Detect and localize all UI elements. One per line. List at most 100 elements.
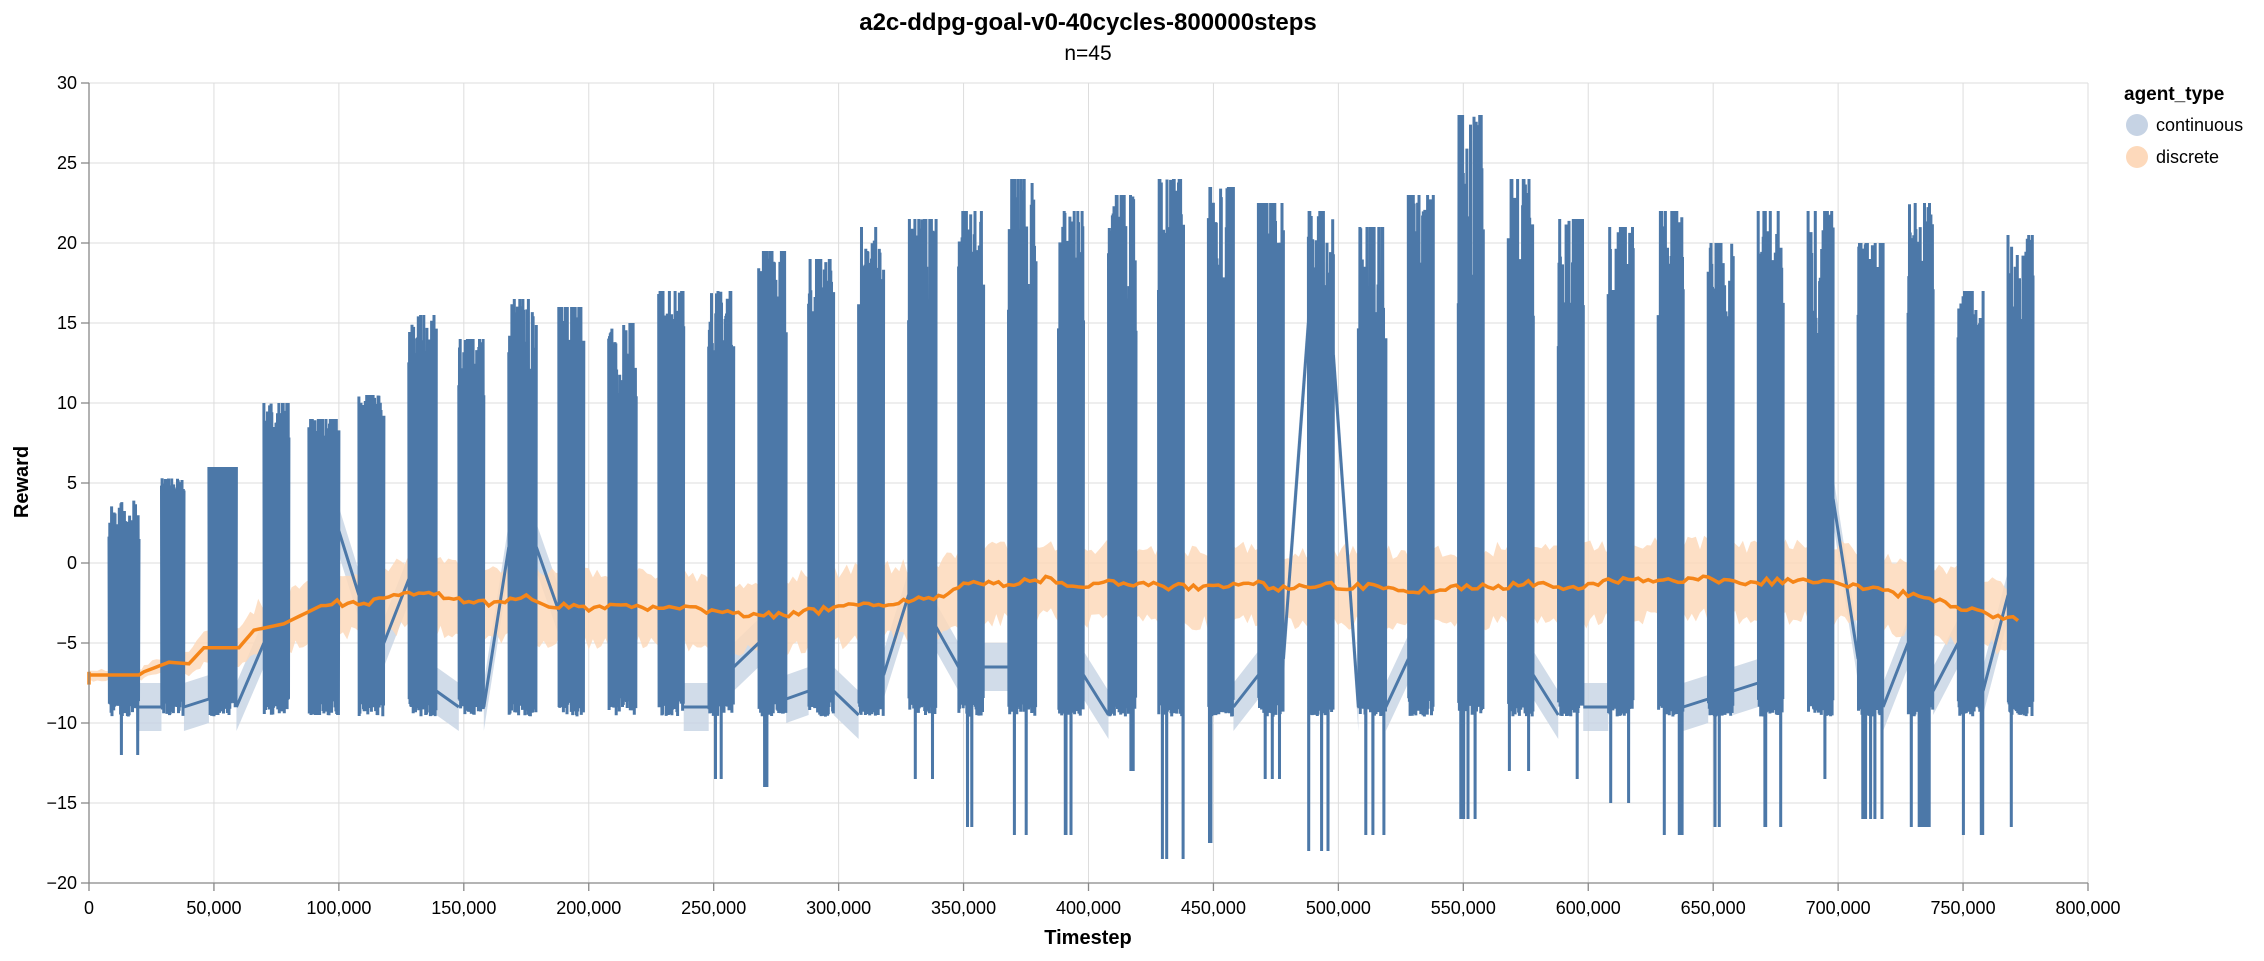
continuous-burst <box>457 338 486 715</box>
continuous-burst <box>1157 178 1185 860</box>
continuous-burst <box>757 250 788 788</box>
y-tick-label: −10 <box>46 713 77 733</box>
y-tick-label: 25 <box>57 153 77 173</box>
continuous-burst <box>907 218 938 780</box>
continuous-burst <box>707 290 736 780</box>
continuous-burst <box>557 306 586 717</box>
legend-swatch-discrete <box>2126 146 2148 168</box>
continuous-connector <box>785 689 810 701</box>
discrete-mean-line <box>89 574 2020 677</box>
continuous-burst <box>262 402 291 715</box>
y-tick-label: −20 <box>46 873 77 893</box>
y-tick-label: 30 <box>57 73 77 93</box>
continuous-burst <box>357 394 386 717</box>
x-tick-label: 100,000 <box>306 898 371 918</box>
y-tick-label: 20 <box>57 233 77 253</box>
x-tick-label: 750,000 <box>1931 898 1996 918</box>
continuous-connector <box>183 697 210 709</box>
continuous-connector <box>1281 322 1310 660</box>
continuous-connector <box>934 626 960 668</box>
continuous-burst <box>1057 210 1085 836</box>
continuous-burst <box>1906 202 1935 828</box>
continuous-burst <box>857 226 886 716</box>
continuous-connector <box>482 546 511 708</box>
continuous-connector <box>534 546 561 612</box>
continuous-connector <box>882 594 911 676</box>
continuous-burst <box>2006 234 2035 828</box>
chart-subtitle: n=45 <box>1064 42 1111 65</box>
continuous-burst <box>1706 242 1735 828</box>
y-axis-title: Reward <box>11 446 33 518</box>
continuous-burst <box>1656 210 1685 836</box>
continuous-burst <box>1356 226 1388 836</box>
continuous-burst <box>657 290 686 717</box>
continuous-burst <box>1606 226 1635 804</box>
y-tick-label: 15 <box>57 313 77 333</box>
y-tick-label: 0 <box>67 553 77 573</box>
continuous-connector <box>732 641 760 669</box>
continuous-connector <box>382 578 411 644</box>
continuous-connector <box>1682 697 1709 709</box>
continuous-burst <box>1107 194 1138 772</box>
x-tick-label: 250,000 <box>681 898 746 918</box>
continuous-burst <box>957 210 986 828</box>
y-tick-label: 10 <box>57 393 77 413</box>
y-tick-label: 5 <box>67 473 77 493</box>
continuous-connector <box>1532 674 1560 716</box>
continuous-burst <box>1506 178 1535 772</box>
x-tick-label: 150,000 <box>431 898 496 918</box>
continuous-connector <box>1232 674 1260 708</box>
x-tick-label: 500,000 <box>1306 898 1371 918</box>
continuous-burst <box>207 466 238 717</box>
legend-swatch-continuous <box>2126 114 2148 136</box>
continuous-connector <box>1732 681 1759 693</box>
x-tick-label: 550,000 <box>1431 898 1496 918</box>
continuous-burst <box>1256 202 1285 780</box>
continuous-burst <box>1806 210 1835 780</box>
x-tick-label: 400,000 <box>1056 898 1121 918</box>
continuous-burst <box>607 322 638 716</box>
x-tick-label: 700,000 <box>1806 898 1871 918</box>
x-tick-label: 200,000 <box>556 898 621 918</box>
continuous-burst <box>507 298 538 717</box>
axis-layer: 0 50,000 100,000 150,000 200,000 250,000 300,0… <box>46 73 2120 918</box>
continuous-burst <box>1956 290 1985 836</box>
continuous-connector <box>1931 642 1960 692</box>
x-tick-label: 0 <box>84 898 94 918</box>
legend-label-discrete: discrete <box>2156 147 2219 167</box>
legend-title: agent_type <box>2124 84 2224 105</box>
continuous-connector <box>1331 354 1360 708</box>
continuous-connector <box>337 530 361 596</box>
continuous-burst <box>160 478 186 716</box>
continuous-burst <box>107 500 141 756</box>
x-tick-label: 300,000 <box>806 898 871 918</box>
x-tick-label: 350,000 <box>931 898 996 918</box>
chart-title: a2c-ddpg-goal-v0-40cycles-800000steps <box>859 9 1317 36</box>
continuous-connector <box>1082 674 1110 716</box>
x-axis-title: Timestep <box>1044 927 1131 949</box>
continuous-connector <box>832 689 860 717</box>
continuous-line-layer <box>107 114 2035 860</box>
x-tick-label: 50,000 <box>186 898 241 918</box>
continuous-burst <box>1306 210 1335 852</box>
y-tick-label: −5 <box>56 633 77 653</box>
continuous-connector <box>1981 594 2010 692</box>
continuous-burst <box>1206 186 1235 844</box>
x-tick-label: 450,000 <box>1181 898 1246 918</box>
continuous-connector <box>1881 642 1910 708</box>
x-tick-label: 650,000 <box>1681 898 1746 918</box>
continuous-burst <box>407 314 438 717</box>
continuous-burst <box>1007 178 1038 836</box>
continuous-connector <box>435 689 460 709</box>
legend-label-continuous: continuous <box>2156 115 2243 135</box>
continuous-burst <box>1556 218 1585 780</box>
y-tick-label: −15 <box>46 793 77 813</box>
continuous-burst <box>1756 210 1785 828</box>
continuous-connector <box>1384 658 1410 708</box>
continuous-burst <box>1856 242 1885 820</box>
continuous-burst <box>807 258 836 717</box>
x-tick-label: 600,000 <box>1556 898 1621 918</box>
continuous-burst <box>1406 194 1435 717</box>
